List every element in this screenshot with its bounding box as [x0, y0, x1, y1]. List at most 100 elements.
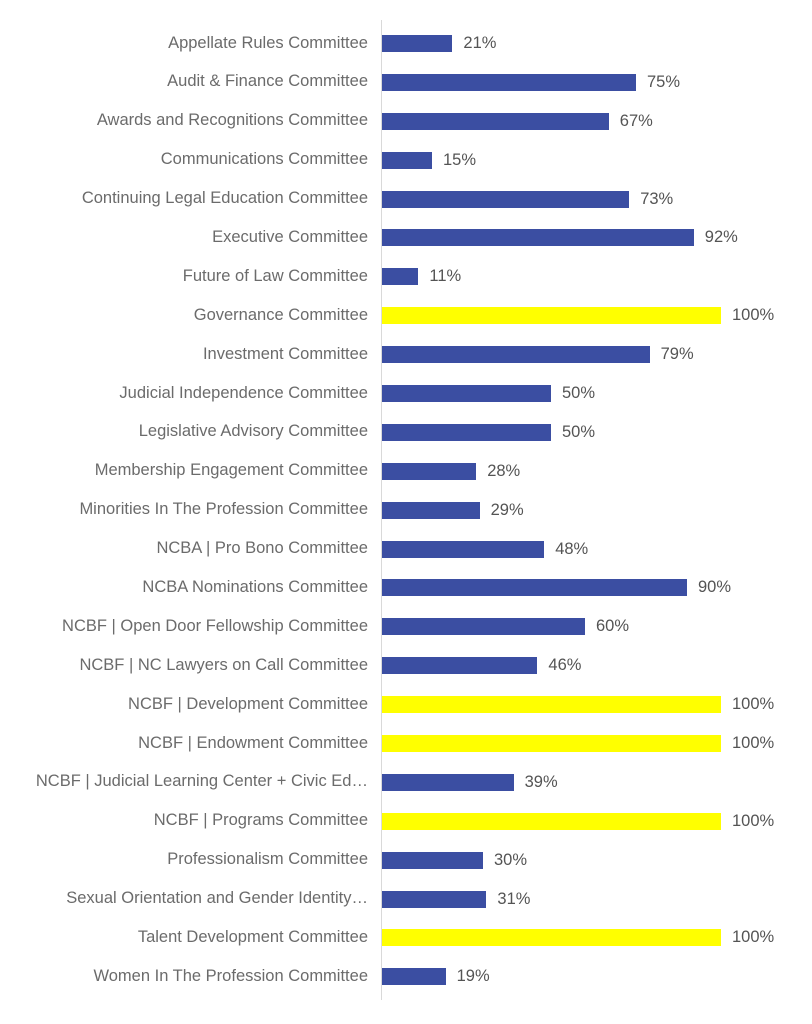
- bar: [381, 423, 551, 441]
- bar-row: Membership Engagement Committee 28%: [0, 452, 812, 491]
- bar: [381, 190, 630, 208]
- bar-cell: 39%: [381, 763, 812, 802]
- bar-cell: 79%: [381, 335, 812, 374]
- bar-cell: 46%: [381, 646, 812, 685]
- value-label: 50%: [562, 422, 596, 441]
- bar: [381, 579, 687, 597]
- bar-cell: 90%: [381, 568, 812, 607]
- bar: [381, 929, 721, 947]
- bar-row: Talent Development Committee 100%: [0, 918, 812, 957]
- bar-row: Judicial Independence Committee 50%: [0, 374, 812, 413]
- bar: [381, 307, 721, 325]
- bar: [381, 968, 446, 986]
- bar: [381, 657, 538, 675]
- bar: [381, 346, 650, 364]
- bar-cell: 100%: [381, 918, 812, 957]
- value-label: 100%: [732, 695, 775, 714]
- bar: [381, 890, 487, 908]
- value-label: 28%: [487, 461, 521, 480]
- bar-row: NCBF | Development Committee 100%: [0, 685, 812, 724]
- bar: [381, 462, 477, 480]
- bar-cell: 100%: [381, 296, 812, 335]
- category-label: Minorities In The Profession Committee: [79, 500, 368, 519]
- category-label: Executive Committee: [212, 228, 368, 246]
- bar: [381, 268, 419, 286]
- value-label: 31%: [497, 889, 531, 908]
- bar: [381, 112, 609, 130]
- committee-participation-chart: Appellate Rules Committee 21% Audit & Fi…: [0, 24, 812, 996]
- bar-cell: 67%: [381, 102, 812, 141]
- bar-cell: 30%: [381, 841, 812, 880]
- bar-row: Future of Law Committee 11%: [0, 257, 812, 296]
- bar-cell: 75%: [381, 63, 812, 102]
- value-label: 100%: [732, 811, 775, 830]
- bar-row: Legislative Advisory Committee 50%: [0, 413, 812, 452]
- bar: [381, 618, 585, 636]
- value-label: 60%: [596, 617, 630, 636]
- bar-row: Executive Committee 92%: [0, 218, 812, 257]
- bar-row: Professionalism Committee 30%: [0, 841, 812, 880]
- category-label: NCBF | Programs Committee: [153, 811, 368, 830]
- category-label: NCBA Nominations Committee: [142, 578, 368, 597]
- value-label: 92%: [704, 228, 738, 247]
- bar: [381, 229, 694, 247]
- bar-row: Investment Committee 79%: [0, 335, 812, 374]
- value-label: 30%: [494, 850, 528, 869]
- bar: [381, 851, 483, 869]
- bar: [381, 734, 721, 752]
- bar-cell: 15%: [381, 141, 812, 180]
- bar-row: Awards and Recognitions Committee 67%: [0, 102, 812, 141]
- bar-cell: 50%: [381, 374, 812, 413]
- value-label: 21%: [463, 33, 497, 52]
- bar-cell: 19%: [381, 957, 812, 996]
- bar: [381, 540, 545, 558]
- value-label: 50%: [562, 383, 596, 402]
- bar-cell: 100%: [381, 802, 812, 841]
- bar: [381, 696, 721, 714]
- bar-cell: 29%: [381, 491, 812, 530]
- bar-cell: 60%: [381, 607, 812, 646]
- bar-cell: 48%: [381, 530, 812, 569]
- bar-row: NCBF | Endowment Committee 100%: [0, 724, 812, 763]
- value-label: 29%: [490, 500, 524, 519]
- bar-cell: 50%: [381, 413, 812, 452]
- bar-row: Continuing Legal Education Committee 73%: [0, 180, 812, 219]
- value-label: 48%: [555, 539, 589, 558]
- category-label: Women In The Profession Committee: [93, 966, 368, 985]
- category-label: Talent Development Committee: [137, 928, 368, 947]
- bar-row: NCBF | Programs Committee 100%: [0, 802, 812, 841]
- bar-cell: 21%: [381, 24, 812, 63]
- bar-row: Audit & Finance Committee 75%: [0, 63, 812, 102]
- value-label: 46%: [548, 656, 582, 675]
- value-label: 79%: [660, 345, 694, 364]
- category-label: NCBF | Open Door Fellowship Committee: [62, 616, 368, 635]
- value-label: 39%: [524, 772, 558, 791]
- bar: [381, 34, 453, 52]
- bar-cell: 92%: [381, 218, 812, 257]
- bar: [381, 773, 514, 791]
- bar-row: NCBF | NC Lawyers on Call Committee 46%: [0, 646, 812, 685]
- category-label: Appellate Rules Committee: [168, 33, 368, 52]
- bar-row: Communications Committee 15%: [0, 141, 812, 180]
- value-label: 73%: [640, 189, 674, 208]
- bar-cell: 11%: [381, 257, 812, 296]
- bar: [381, 384, 551, 402]
- value-label: 100%: [732, 928, 775, 947]
- bar-row: Governance Committee 100%: [0, 296, 812, 335]
- bar: [381, 73, 636, 91]
- value-label: 90%: [698, 578, 732, 597]
- bar-cell: 100%: [381, 685, 812, 724]
- bar-rows: Appellate Rules Committee 21% Audit & Fi…: [0, 24, 812, 996]
- bar-row: Sexual Orientation and Gender Identity… …: [0, 880, 812, 919]
- category-label: Membership Engagement Committee: [94, 461, 368, 480]
- value-label: 11%: [429, 267, 462, 286]
- bar-row: NCBA | Pro Bono Committee 48%: [0, 530, 812, 569]
- category-label: Awards and Recognitions Committee: [96, 111, 368, 130]
- category-label: Communications Committee: [160, 150, 368, 169]
- category-label: Future of Law Committee: [182, 266, 368, 285]
- bar-row: Minorities In The Profession Committee 2…: [0, 491, 812, 530]
- y-axis-line: [381, 20, 382, 1000]
- bar: [381, 501, 480, 519]
- bar-cell: 31%: [381, 880, 812, 919]
- category-label: Sexual Orientation and Gender Identity…: [66, 889, 368, 908]
